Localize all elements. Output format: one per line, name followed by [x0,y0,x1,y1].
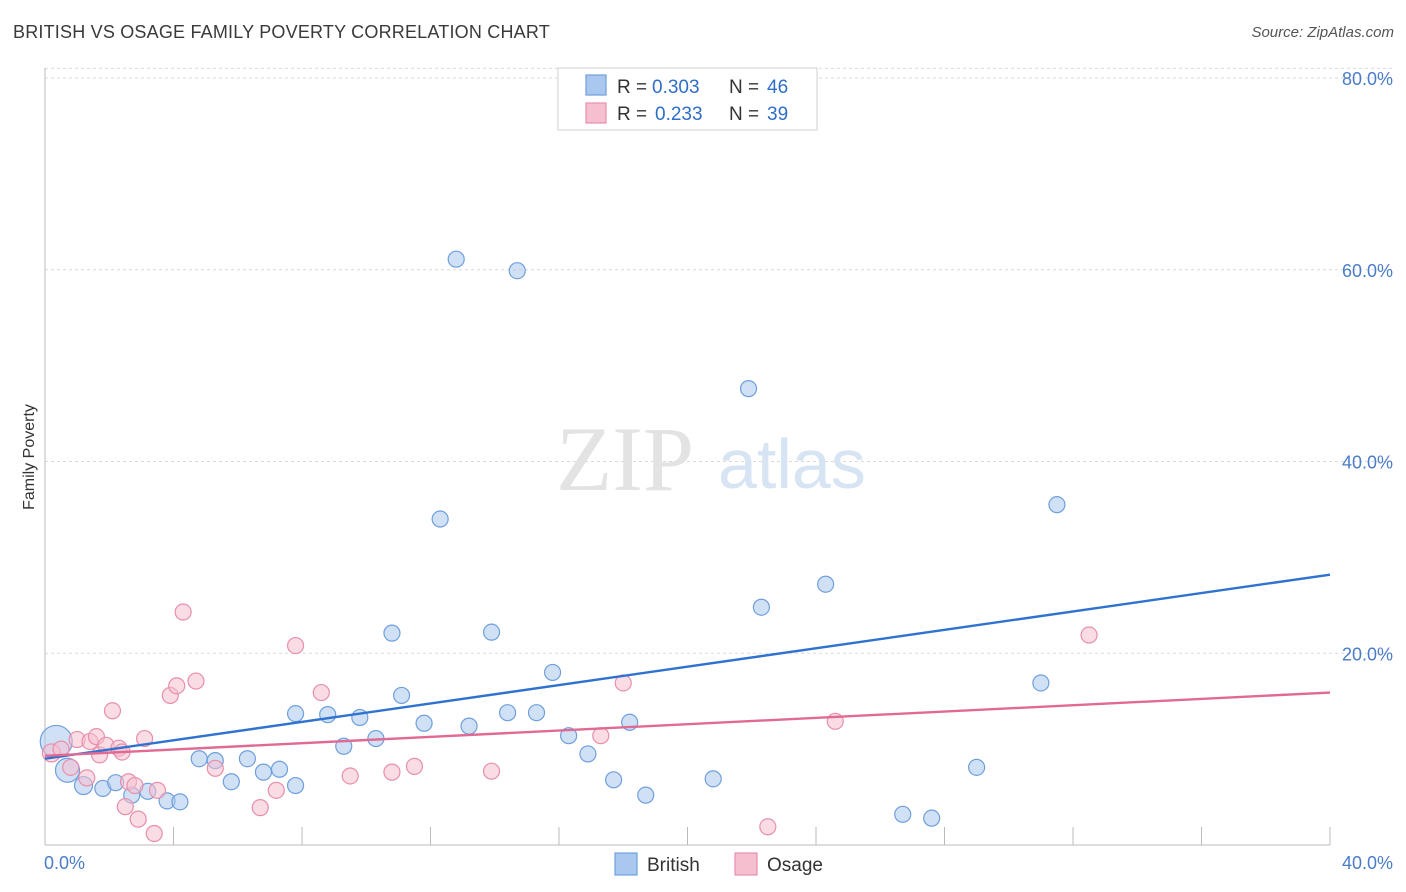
legend-n-value-british: 46 [767,77,788,98]
watermark: ZIP atlas [556,408,866,510]
osage-point-28 [341,767,359,785]
legend-n-value-osage: 39 [767,104,788,125]
british-point-8 [171,793,189,811]
legend-r-value-osage: 0.233 [655,104,703,125]
chart-title: BRITISH VS OSAGE FAMILY POVERTY CORRELAT… [13,22,550,42]
british-point-15 [286,776,305,795]
osage-point-21 [174,603,192,621]
british-point-23 [415,714,433,732]
osage-point-9 [103,702,122,720]
x-tick-label-max: 40.0% [1342,853,1393,873]
british-point-22 [392,686,411,705]
osage-point-4 [78,769,96,787]
british-point-13 [254,763,273,781]
british-point-11 [222,773,240,791]
x-tick-label-min: 0.0% [44,853,85,873]
bottom-legend-swatch-osage [734,852,758,876]
legend-n-label-british: N = [729,77,759,98]
osage-point-31 [482,762,501,780]
british-point-37 [704,770,722,788]
british-point-27 [482,623,501,641]
british-point-43 [968,758,986,776]
british-point-32 [560,727,578,745]
british-point-45 [1048,496,1066,514]
legend-swatch-osage [585,102,607,124]
british-point-34 [605,771,623,789]
osage-point-20 [168,677,186,695]
osage-point-27 [312,683,330,702]
british-point-25 [447,250,465,268]
osage-point-15 [129,810,147,828]
y-tick-label-1: 40.0% [1342,453,1393,473]
osage-point-25 [267,781,285,799]
trend-lines [44,573,1331,760]
osage-point-2 [62,758,80,776]
series-legend: British Osage [614,852,823,876]
y-tick-label-0: 20.0% [1342,644,1393,664]
osage-point-16 [135,729,154,748]
british-point-41 [894,805,912,823]
y-tick-label-2: 60.0% [1342,261,1393,281]
osage-point-32 [592,727,610,745]
watermark-atlas: atlas [718,425,866,503]
legend-swatch-british [585,74,607,96]
source-credit: Source: ZipAtlas.com [1251,24,1394,41]
osage-point-17 [145,824,163,843]
british-point-39 [752,598,770,616]
legend-r-value-british: 0.303 [652,77,700,98]
british-point-9 [190,750,208,768]
y-axis-label: Family Poverty [21,404,38,510]
british-point-38 [739,380,758,398]
osage-point-26 [286,636,305,655]
osage-trend-line [44,691,1331,758]
british-point-29 [508,262,526,280]
bottom-legend-swatch-british [614,852,638,876]
british-point-40 [817,575,835,593]
legend-n-label-osage: N = [729,104,759,125]
legend-r-label-british: R = [617,77,647,98]
british-point-26 [460,717,478,735]
osage-point-13 [116,798,134,816]
british-point-21 [383,624,401,642]
legend-r-label-osage: R = [617,104,647,125]
osage-points [41,603,1098,843]
british-points [39,250,1066,827]
osage-point-36 [1080,626,1098,644]
bottom-legend-label-osage: Osage [767,855,823,876]
british-point-12 [238,750,256,768]
osage-point-14 [126,776,144,795]
stats-legend: R = 0.303 N = 46 R = 0.233 N = 39 [557,67,818,131]
osage-point-29 [383,763,401,781]
british-point-42 [923,809,941,827]
british-point-16 [286,705,305,723]
osage-point-23 [206,759,224,777]
bottom-legend-label-british: British [647,855,700,876]
osage-point-30 [405,757,424,775]
osage-point-24 [251,799,269,817]
y-tick-label-3: 80.0% [1342,69,1393,89]
osage-point-18 [148,781,167,799]
osage-point-22 [187,672,205,690]
british-point-24 [431,510,449,528]
british-point-30 [527,704,546,722]
watermark-zip: ZIP [556,408,694,510]
british-trend-line [44,573,1331,760]
british-point-28 [499,704,517,722]
british-point-44 [1032,674,1050,692]
y-tick-labels: 20.0% 40.0% 60.0% 80.0% [1342,69,1393,664]
british-point-14 [270,760,289,778]
axes [44,68,1331,846]
osage-point-34 [759,818,777,836]
british-point-33 [579,745,597,763]
british-point-36 [637,786,655,804]
gridlines [45,67,1393,654]
british-point-31 [543,663,562,682]
